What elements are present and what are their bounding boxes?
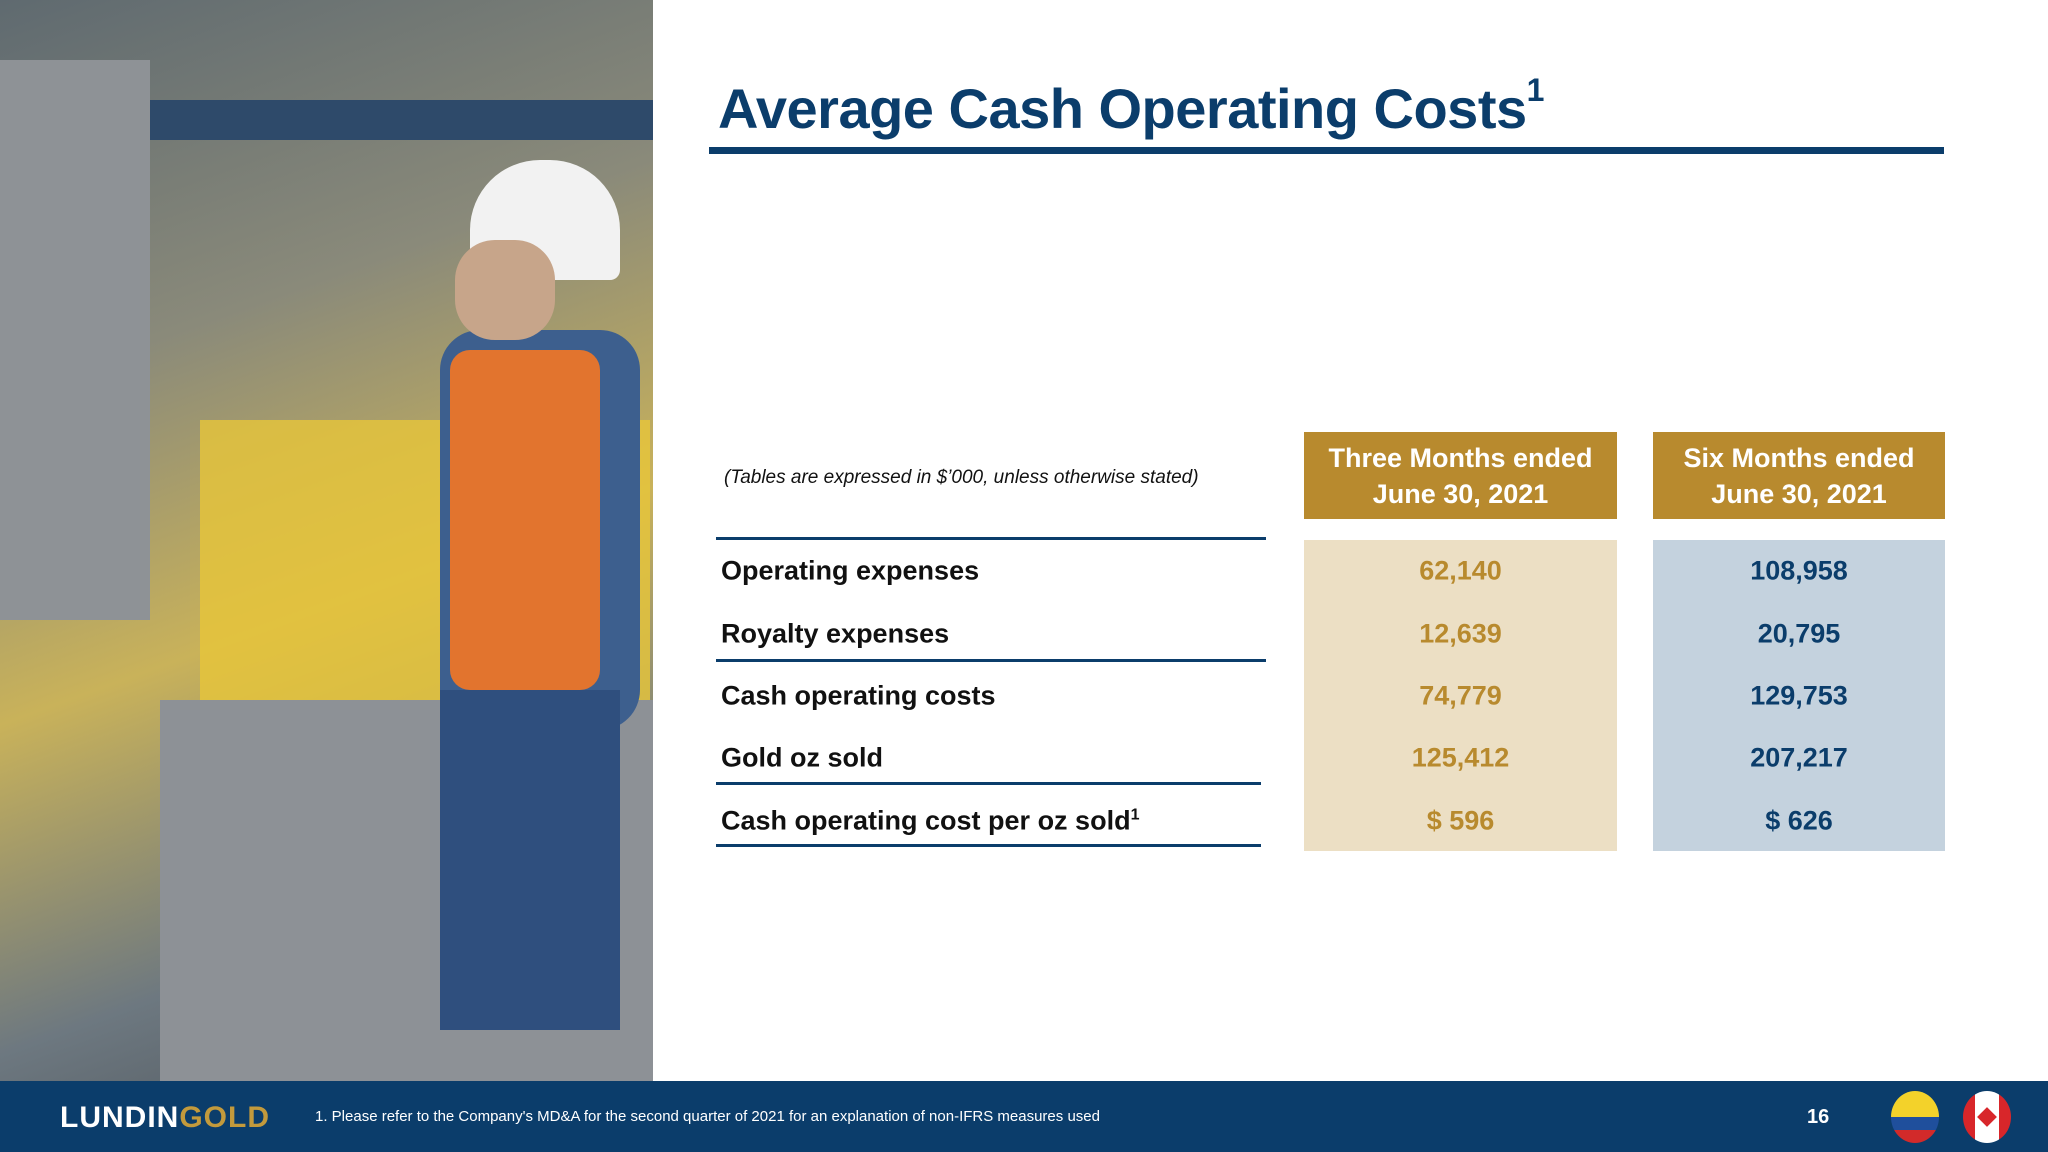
header-line: June 30, 2021	[1372, 479, 1549, 509]
three-months-value: 74,779	[1419, 680, 1502, 711]
six-months-column	[1653, 540, 1945, 851]
row-label: Gold oz sold	[721, 742, 883, 773]
column-header-three-months: Three Months ended June 30, 2021	[1304, 432, 1617, 519]
footnote-marker: 1	[1130, 806, 1140, 824]
divider	[716, 537, 1266, 540]
footnote: 1. Please refer to the Company's MD&A fo…	[315, 1108, 1100, 1125]
header-line: June 30, 2021	[1711, 479, 1887, 509]
row-label: Operating expenses	[721, 555, 980, 586]
three-months-value: $ 596	[1426, 805, 1495, 836]
row-label-text: Cash operating cost per oz sold	[721, 805, 1131, 836]
worker-photo	[0, 0, 653, 1081]
three-months-value: 125,412	[1411, 742, 1510, 773]
six-months-value: 20,795	[1757, 618, 1841, 649]
logo-part: GOLD	[179, 1101, 270, 1134]
three-months-column	[1304, 540, 1617, 851]
row-label: Royalty expenses	[721, 618, 950, 649]
six-months-value: 129,753	[1750, 680, 1848, 711]
title-underline	[709, 147, 1944, 154]
lundin-gold-logo: LUNDINGOLD	[60, 1101, 270, 1135]
header-line: Three Months ended	[1328, 443, 1593, 473]
ecuador-flag-icon	[1891, 1091, 1939, 1143]
footer: LUNDINGOLD 1. Please refer to the Compan…	[0, 1081, 2048, 1152]
row-label: Cash operating costs	[721, 680, 996, 711]
logo-part: LUNDIN	[60, 1101, 180, 1134]
six-months-value: $ 626	[1765, 805, 1833, 836]
column-header-six-months: Six Months ended June 30, 2021	[1653, 432, 1945, 519]
three-months-value: 62,140	[1419, 555, 1502, 586]
units-note: (Tables are expressed in $’000, unless o…	[724, 467, 1199, 488]
row-label: Cash operating cost per oz sold1	[721, 806, 1139, 837]
three-months-value: 12,639	[1419, 618, 1502, 649]
divider	[716, 844, 1261, 847]
six-months-value: 207,217	[1750, 742, 1848, 773]
page-number: 16	[1807, 1106, 1830, 1128]
divider	[716, 782, 1261, 785]
title-footnote-marker: 1	[1526, 72, 1545, 108]
six-months-value: 108,958	[1750, 555, 1848, 586]
header-line: Six Months ended	[1683, 443, 1915, 473]
title-text: Average Cash Operating Costs	[718, 77, 1527, 140]
page-title: Average Cash Operating Costs1	[718, 72, 1544, 141]
divider	[716, 659, 1266, 662]
canada-flag-icon	[1963, 1091, 2011, 1143]
